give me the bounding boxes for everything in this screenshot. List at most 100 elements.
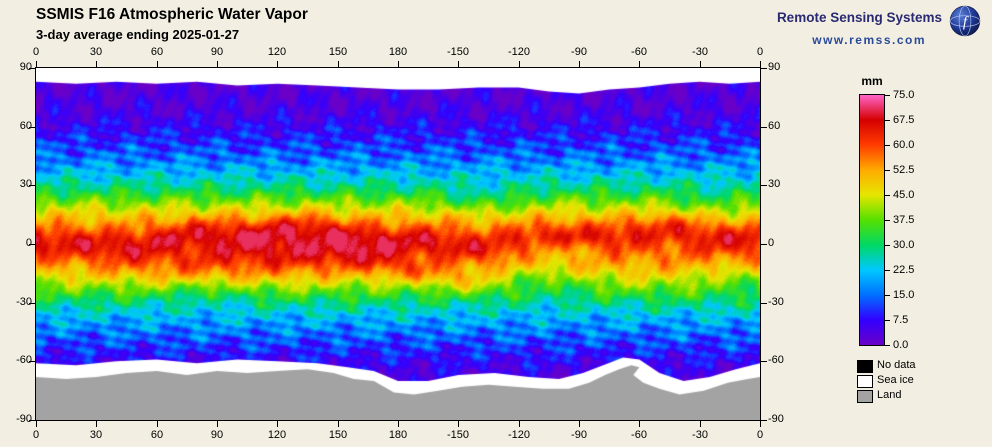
page-subtitle: 3-day average ending 2025-01-27 <box>36 27 240 42</box>
tick-mark <box>885 345 890 346</box>
y-tick-label: -90 <box>16 413 32 425</box>
x-tick-label: -120 <box>507 46 531 58</box>
x-tick-label: -150 <box>446 46 470 58</box>
x-tick-label: -90 <box>571 46 587 58</box>
tick-mark <box>29 68 35 69</box>
x-tick-label: 30 <box>89 429 103 441</box>
y-tick-label: -90 <box>768 413 784 425</box>
y-tick-label: 0 <box>768 237 775 249</box>
colorbar-tick-label: 0.0 <box>893 339 909 351</box>
tick-mark <box>277 421 278 427</box>
no-data-label: No data <box>877 359 916 371</box>
sea-ice-label: Sea ice <box>877 374 914 386</box>
tick-mark <box>761 185 767 186</box>
land-swatch <box>857 390 873 403</box>
tick-mark <box>519 421 520 427</box>
tick-mark <box>29 303 35 304</box>
colorbar-tick-label: 67.5 <box>893 114 915 126</box>
colorbar-unit-label: mm <box>861 74 883 88</box>
tick-mark <box>760 421 761 427</box>
colorbar-tick-label: 15.0 <box>893 289 915 301</box>
tick-mark <box>700 61 701 67</box>
tick-mark <box>885 220 890 221</box>
tick-mark <box>36 421 37 427</box>
x-tick-label: 60 <box>150 46 164 58</box>
x-tick-label: -60 <box>631 429 647 441</box>
land-label: Land <box>877 389 902 401</box>
colorbar-tick-label: 60.0 <box>893 139 915 151</box>
x-tick-label: 150 <box>328 429 348 441</box>
y-tick-label: -60 <box>16 354 32 366</box>
tick-mark <box>36 61 37 67</box>
tick-mark <box>885 320 890 321</box>
x-tick-label: 0 <box>756 46 764 58</box>
remss-brand-name: Remote Sensing Systems <box>776 10 942 25</box>
no-data-swatch <box>857 360 873 373</box>
colorbar-tick-label: 7.5 <box>893 314 909 326</box>
x-tick-label: 90 <box>210 429 224 441</box>
x-tick-label: 90 <box>210 46 224 58</box>
tick-mark <box>29 185 35 186</box>
tick-mark <box>579 61 580 67</box>
x-tick-label: 30 <box>89 46 103 58</box>
y-tick-label: 0 <box>25 237 32 249</box>
tick-mark <box>761 68 767 69</box>
world-map <box>36 68 760 420</box>
svg-text:f: f <box>963 14 969 30</box>
x-tick-label: 120 <box>267 429 287 441</box>
sea-ice-swatch <box>857 375 873 388</box>
remss-globe-logo-icon: f <box>949 5 981 37</box>
x-tick-label: -30 <box>692 429 708 441</box>
tick-mark <box>338 421 339 427</box>
tick-mark <box>760 61 761 67</box>
colorbar-tick-label: 30.0 <box>893 239 915 251</box>
tick-mark <box>761 420 767 421</box>
x-tick-label: 0 <box>756 429 764 441</box>
tick-mark <box>338 61 339 67</box>
tick-mark <box>885 195 890 196</box>
tick-mark <box>885 295 890 296</box>
x-tick-label: 150 <box>328 46 348 58</box>
tick-mark <box>700 421 701 427</box>
colorbar-tick-label: 22.5 <box>893 264 915 276</box>
tick-mark <box>761 244 767 245</box>
x-tick-label: 180 <box>388 46 408 58</box>
y-tick-label: 30 <box>768 178 781 190</box>
tick-mark <box>519 61 520 67</box>
x-tick-label: 180 <box>388 429 408 441</box>
tick-mark <box>398 61 399 67</box>
tick-mark <box>217 61 218 67</box>
tick-mark <box>277 61 278 67</box>
x-tick-label: 60 <box>150 429 164 441</box>
tick-mark <box>458 61 459 67</box>
x-tick-label: 0 <box>32 46 40 58</box>
tick-mark <box>885 120 890 121</box>
y-tick-label: 90 <box>768 61 781 73</box>
x-tick-label: 0 <box>32 429 40 441</box>
tick-mark <box>761 127 767 128</box>
x-tick-label: -150 <box>446 429 470 441</box>
y-tick-label: -30 <box>768 296 784 308</box>
colorbar-tick-label: 75.0 <box>893 89 915 101</box>
x-tick-label: -60 <box>631 46 647 58</box>
x-tick-label: -90 <box>571 429 587 441</box>
tick-mark <box>157 61 158 67</box>
tick-mark <box>579 421 580 427</box>
remss-url: www.remss.com <box>812 33 926 47</box>
tick-mark <box>639 61 640 67</box>
tick-mark <box>96 61 97 67</box>
colorbar-tick-label: 52.5 <box>893 164 915 176</box>
tick-mark <box>398 421 399 427</box>
tick-mark <box>29 127 35 128</box>
tick-mark <box>157 421 158 427</box>
tick-mark <box>885 170 890 171</box>
tick-mark <box>458 421 459 427</box>
tick-mark <box>885 145 890 146</box>
map-frame <box>35 67 761 421</box>
y-tick-label: -60 <box>768 354 784 366</box>
x-tick-label: -120 <box>507 429 531 441</box>
tick-mark <box>29 420 35 421</box>
y-tick-label: 90 <box>19 61 32 73</box>
page-title: SSMIS F16 Atmospheric Water Vapor <box>36 6 308 23</box>
y-tick-label: -30 <box>16 296 32 308</box>
